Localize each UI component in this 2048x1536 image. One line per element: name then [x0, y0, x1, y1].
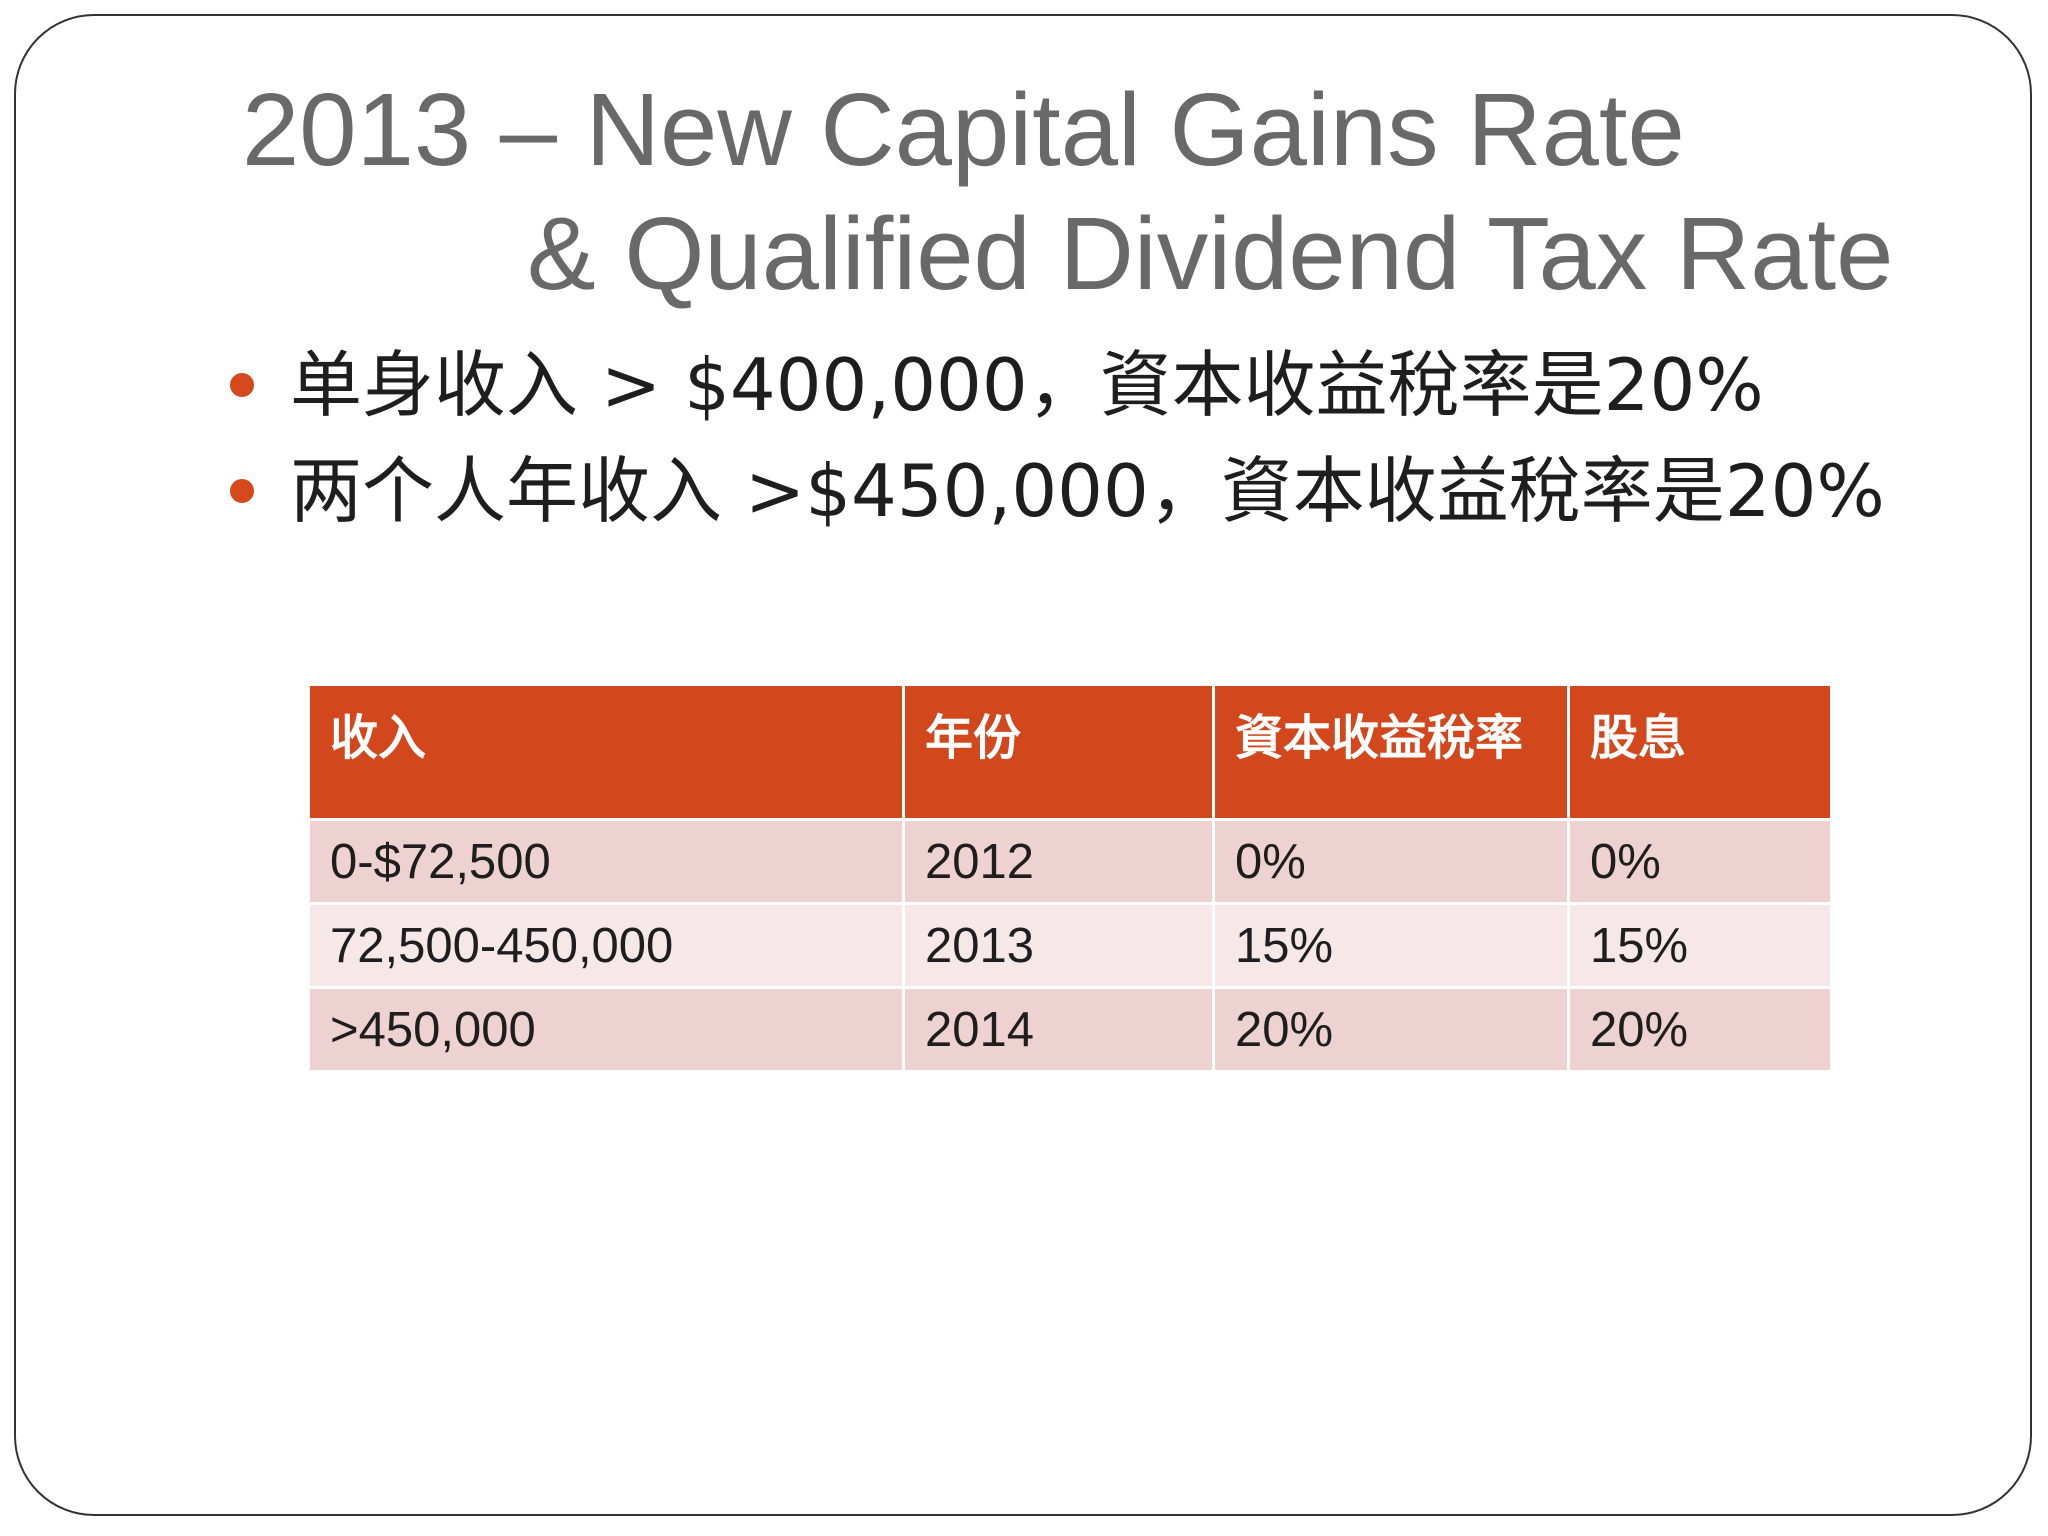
- bullet-text: 两个人年收入 >$450,000，資本收益稅率是20%: [290, 449, 1885, 533]
- cell-capital-gains-rate: 0%: [1215, 821, 1567, 902]
- cell-dividend: 20%: [1570, 989, 1830, 1070]
- table-row: 72,500-450,000 2013 15% 15%: [310, 905, 1830, 986]
- tax-rate-table-container: 收入 年份 資本收益稅率 股息 0-$72,500 2012 0% 0% 72,…: [307, 683, 1830, 1073]
- cell-capital-gains-rate: 20%: [1215, 989, 1567, 1070]
- header-income: 收入: [310, 686, 902, 818]
- tax-rate-table: 收入 年份 資本收益稅率 股息 0-$72,500 2012 0% 0% 72,…: [307, 683, 1833, 1073]
- cell-dividend: 15%: [1570, 905, 1830, 986]
- cell-year: 2012: [905, 821, 1212, 902]
- table-row: 0-$72,500 2012 0% 0%: [310, 821, 1830, 902]
- slide-title-line-2: & Qualified Dividend Tax Rate: [527, 196, 1894, 311]
- table-header-row: 收入 年份 資本收益稅率 股息: [310, 686, 1830, 818]
- cell-dividend: 0%: [1570, 821, 1830, 902]
- bullet-item: 单身收入 > $400,000，資本收益稅率是20%: [226, 332, 1926, 438]
- slide-title: 2013 – New Capital Gains Rate & Qualifie…: [242, 68, 1942, 316]
- bullet-list: 单身收入 > $400,000，資本收益稅率是20% 两个人年收入 >$450,…: [226, 332, 1926, 544]
- cell-year: 2014: [905, 989, 1212, 1070]
- cell-income: 72,500-450,000: [310, 905, 902, 986]
- cell-capital-gains-rate: 15%: [1215, 905, 1567, 986]
- bullet-dot-icon: [230, 373, 254, 397]
- bullet-dot-icon: [230, 479, 254, 503]
- bullet-text: 单身收入 > $400,000，資本收益稅率是20%: [290, 343, 1764, 427]
- header-dividend: 股息: [1570, 686, 1830, 818]
- header-year: 年份: [905, 686, 1212, 818]
- table-row: >450,000 2014 20% 20%: [310, 989, 1830, 1070]
- cell-income: >450,000: [310, 989, 902, 1070]
- header-capital-gains-rate: 資本收益稅率: [1215, 686, 1567, 818]
- cell-income: 0-$72,500: [310, 821, 902, 902]
- bullet-item: 两个人年收入 >$450,000，資本收益稅率是20%: [226, 438, 1926, 544]
- slide-title-line-1: 2013 – New Capital Gains Rate: [242, 72, 1685, 187]
- cell-year: 2013: [905, 905, 1212, 986]
